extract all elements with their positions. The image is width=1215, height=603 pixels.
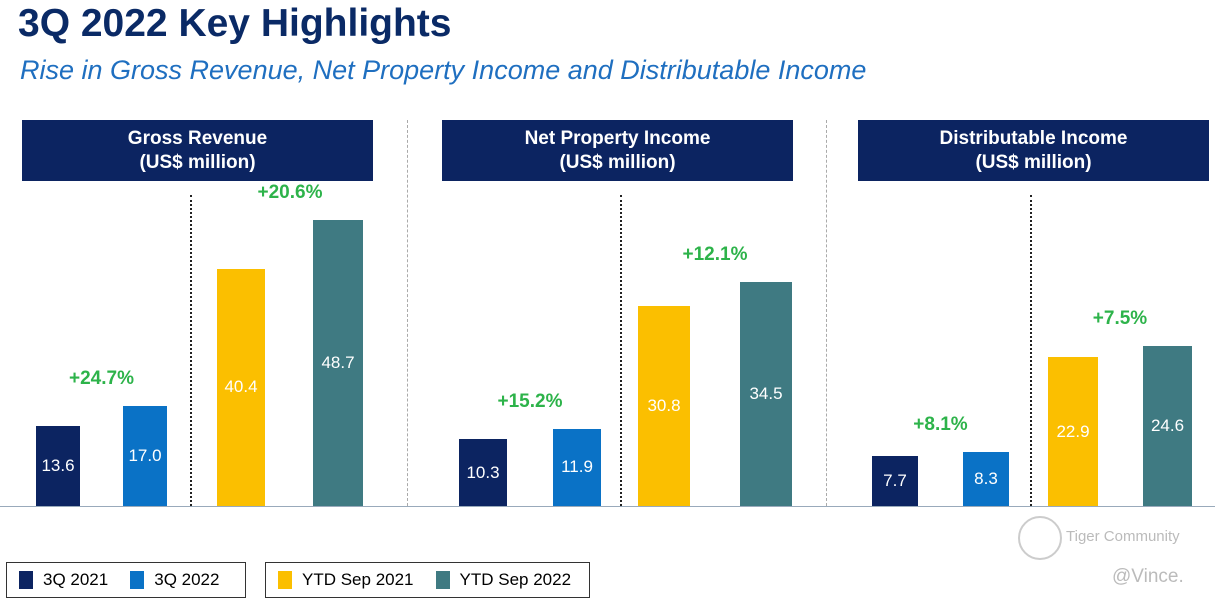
- change-label: +12.1%: [682, 243, 748, 265]
- bar-value-label: 48.7: [321, 353, 355, 373]
- legend-label: 3Q 2022: [154, 570, 220, 589]
- page-title: 3Q 2022 Key Highlights: [18, 2, 452, 45]
- legend-label: YTD Sep 2022: [459, 570, 572, 589]
- bar: 30.8: [638, 305, 690, 506]
- bar: 34.5: [740, 281, 792, 506]
- legend-swatch: [19, 571, 33, 589]
- bar-value-label: 30.8: [647, 395, 681, 415]
- chart-unit: (US$ million): [975, 151, 1092, 173]
- panel-separator: [407, 120, 408, 506]
- bar: 8.3: [963, 452, 1009, 506]
- period-separator: [1030, 195, 1032, 506]
- bar-value-label: 40.4: [224, 377, 258, 397]
- chart-header: Distributable Income (US$ million): [858, 120, 1209, 181]
- legend-quarterly: 3Q 2021 3Q 2022: [6, 562, 246, 598]
- chart-title: Distributable Income: [939, 127, 1128, 149]
- watermark-brand: Tiger Community: [1066, 528, 1180, 545]
- bar-value-label: 17.0: [128, 446, 162, 466]
- change-label: +24.7%: [69, 368, 134, 390]
- legend-label: 3Q 2021: [43, 570, 109, 589]
- baseline: [0, 506, 1215, 507]
- change-label: +15.2%: [497, 390, 563, 412]
- change-label: +8.1%: [913, 414, 968, 436]
- page-subtitle: Rise in Gross Revenue, Net Property Inco…: [20, 55, 867, 85]
- bar-value-label: 34.5: [749, 383, 783, 403]
- bar-value-label: 11.9: [561, 457, 593, 477]
- chart-header: Gross Revenue (US$ million): [22, 120, 373, 181]
- chart-header: Net Property Income (US$ million): [442, 120, 793, 181]
- bar-value-label: 10.3: [466, 462, 500, 482]
- change-label: +7.5%: [1092, 308, 1148, 330]
- chart-unit: (US$ million): [559, 151, 676, 173]
- chart-title: Gross Revenue: [127, 127, 268, 149]
- bar-value-label: 13.6: [41, 456, 75, 476]
- chart-title: Net Property Income: [524, 127, 711, 149]
- bar: 22.9: [1048, 357, 1098, 506]
- legend-swatch: [130, 571, 145, 589]
- period-separator: [190, 195, 192, 506]
- bar: 24.6: [1143, 346, 1192, 506]
- tiger-logo-icon: [1018, 516, 1062, 560]
- bar: 17.0: [123, 406, 167, 506]
- legend-swatch: [435, 571, 450, 589]
- change-label: +20.6%: [257, 182, 323, 204]
- bar: 7.7: [872, 455, 918, 506]
- watermark-user: @Vince.: [1112, 566, 1184, 587]
- bar: 40.4: [217, 268, 265, 506]
- bar: 10.3: [459, 439, 507, 506]
- period-separator: [620, 195, 622, 506]
- bar: 48.7: [313, 220, 363, 506]
- legend-label: YTD Sep 2021: [302, 570, 414, 589]
- legend-swatch: [278, 571, 292, 589]
- chart-unit: (US$ million): [139, 151, 256, 173]
- legend-ytd: YTD Sep 2021 YTD Sep 2022: [265, 562, 590, 598]
- bar-value-label: 7.7: [883, 470, 907, 490]
- bar-value-label: 22.9: [1056, 421, 1090, 441]
- bar-value-label: 8.3: [974, 469, 998, 489]
- bar: 11.9: [553, 428, 601, 506]
- panel-separator: [826, 120, 827, 506]
- bar-value-label: 24.6: [1150, 416, 1185, 436]
- bar: 13.6: [36, 426, 80, 506]
